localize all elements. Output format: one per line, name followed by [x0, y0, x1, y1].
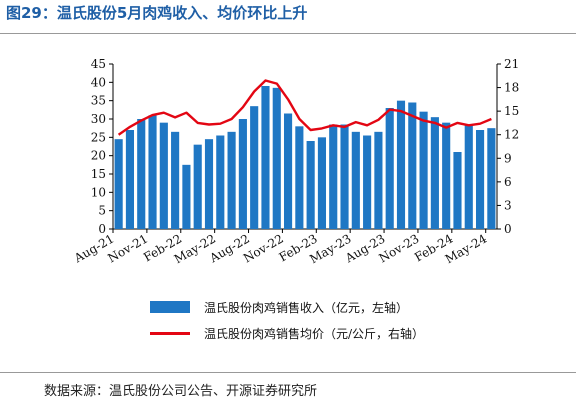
- bar: [182, 164, 191, 229]
- legend-swatch-bar: [150, 301, 190, 313]
- bar: [216, 135, 225, 229]
- bar: [137, 119, 146, 229]
- bar: [295, 126, 304, 229]
- bar: [430, 117, 439, 229]
- y-right-tick-label: 12: [504, 128, 519, 142]
- bar: [363, 135, 372, 229]
- bar: [114, 139, 123, 229]
- bar: [464, 124, 473, 229]
- price-line: [117, 79, 492, 136]
- y-left-tick-label: 40: [91, 75, 106, 89]
- bar: [351, 131, 360, 229]
- y-right-tick-label: 6: [504, 175, 512, 189]
- bars-group: [114, 86, 496, 230]
- bar: [171, 131, 180, 229]
- axes-group: [112, 64, 498, 230]
- bar: [306, 141, 315, 229]
- legend: 温氏股份肉鸡销售收入（亿元，左轴） 温氏股份肉鸡销售均价（元/公斤，右轴）: [150, 294, 424, 346]
- bar: [125, 130, 135, 229]
- y-left-tick-label: 20: [91, 149, 106, 163]
- y-right-tick-label: 21: [504, 57, 519, 71]
- legend-item-price: 温氏股份肉鸡销售均价（元/公斤，右轴）: [150, 320, 424, 346]
- line-group: [117, 79, 492, 136]
- bar: [272, 87, 281, 229]
- bar: [442, 122, 451, 229]
- bottom-divider: [0, 372, 576, 373]
- bar: [487, 128, 496, 229]
- y-left-tick-label: 30: [91, 112, 106, 126]
- y-left-tick-label: 45: [91, 57, 106, 71]
- bar: [374, 131, 383, 229]
- bar: [238, 119, 247, 229]
- bar: [148, 115, 157, 229]
- legend-label-price: 温氏股份肉鸡销售均价（元/公斤，右轴）: [204, 326, 425, 341]
- bar: [261, 86, 270, 229]
- bar: [193, 144, 202, 229]
- y-right-tick-label: 0: [504, 222, 512, 236]
- y-left-tick-label: 0: [98, 222, 106, 236]
- legend-swatch-line: [150, 331, 190, 335]
- bar: [408, 102, 417, 229]
- bar: [340, 124, 349, 229]
- source-note: 数据来源：温氏股份公司公告、开源证券研究所: [44, 384, 318, 399]
- bar: [250, 106, 259, 229]
- legend-item-revenue: 温氏股份肉鸡销售收入（亿元，左轴）: [150, 294, 424, 320]
- y-left-tick-label: 35: [91, 94, 106, 108]
- bar: [159, 122, 168, 229]
- y-right-tick-label: 18: [504, 81, 519, 95]
- y-left-tick-label: 10: [91, 185, 106, 199]
- bar: [453, 152, 462, 229]
- bar: [419, 111, 428, 229]
- bar: [385, 108, 394, 229]
- top-divider: [0, 33, 576, 34]
- bar: [227, 131, 236, 229]
- y-left-tick-label: 15: [91, 167, 106, 181]
- chart-title: 图29：温氏股份5月肉鸡收入、均价环比上升: [6, 4, 308, 22]
- bar: [204, 139, 214, 229]
- bar: [317, 137, 327, 229]
- y-right-tick-label: 15: [504, 104, 519, 118]
- bar: [283, 113, 293, 229]
- y-left-tick-label: 5: [98, 204, 106, 218]
- y-left-tick-label: 25: [91, 130, 106, 144]
- bar: [396, 100, 406, 230]
- bar: [475, 130, 485, 229]
- bar: [329, 124, 338, 229]
- y-right-tick-label: 3: [504, 198, 512, 212]
- legend-label-revenue: 温氏股份肉鸡销售收入（亿元，左轴）: [204, 300, 409, 315]
- y-right-tick-label: 9: [504, 151, 512, 165]
